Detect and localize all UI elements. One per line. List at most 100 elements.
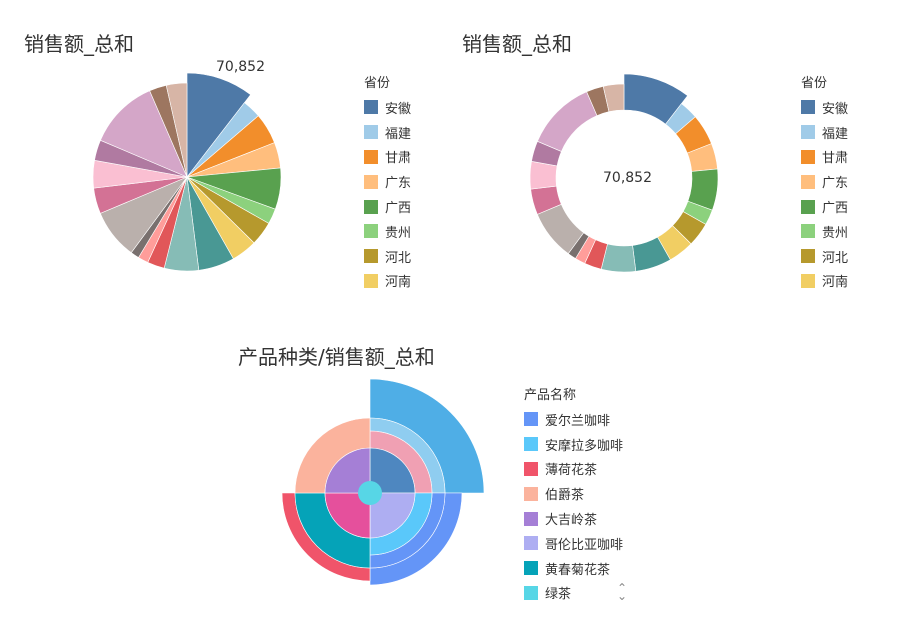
donut-center-label: 70,852 bbox=[603, 170, 652, 186]
pie-slice[interactable] bbox=[100, 90, 188, 178]
legend-swatch bbox=[364, 273, 378, 288]
pie-slice[interactable] bbox=[186, 72, 251, 178]
legend-label: 伯爵茶 bbox=[545, 488, 585, 504]
legend-item[interactable]: 广西 bbox=[801, 194, 848, 219]
legend-item[interactable]: 安徽 bbox=[801, 95, 848, 120]
legend-label: 爱尔兰咖啡 bbox=[545, 413, 611, 429]
sunburst-chart-title: 产品种类/销售额_总和 bbox=[238, 345, 435, 369]
sunburst-segment[interactable] bbox=[369, 492, 416, 539]
legend-swatch bbox=[801, 249, 815, 264]
legend-swatch bbox=[364, 174, 378, 189]
legend-item[interactable]: 甘肃 bbox=[364, 145, 411, 170]
pie-slice[interactable] bbox=[602, 83, 625, 113]
legend-title: 产品名称 bbox=[524, 388, 577, 403]
legend-swatch bbox=[801, 199, 815, 214]
legend-item[interactable]: 薄荷花茶 bbox=[524, 457, 623, 482]
legend-label: 河南 bbox=[822, 275, 849, 291]
legend-label: 安徽 bbox=[385, 101, 412, 117]
donut-chart-title: 销售额_总和 bbox=[462, 32, 572, 56]
legend-item[interactable]: 广东 bbox=[801, 169, 848, 194]
legend-swatch bbox=[364, 224, 378, 239]
legend-item[interactable]: 大吉岭茶 bbox=[524, 506, 623, 531]
legend-label: 薄荷花茶 bbox=[545, 463, 598, 479]
donut-chart[interactable] bbox=[529, 73, 719, 273]
legend-label: 安徽 bbox=[822, 101, 849, 117]
legend-swatch bbox=[524, 461, 538, 476]
chevron-down-icon[interactable]: ⌄ bbox=[841, 276, 850, 287]
legend-title: 省份 bbox=[801, 76, 828, 91]
legend-swatch bbox=[524, 511, 538, 526]
legend-swatch bbox=[524, 536, 538, 551]
sunburst-segment[interactable] bbox=[324, 492, 371, 539]
legend-item[interactable]: 贵州 bbox=[364, 219, 411, 244]
legend-label: 广东 bbox=[822, 176, 849, 192]
legend-swatch bbox=[364, 100, 378, 115]
legend-swatch bbox=[524, 412, 538, 427]
legend-item[interactable]: 河北 bbox=[364, 244, 411, 269]
province-legend: 省份 安徽福建甘肃广东广西贵州河北河南 bbox=[364, 72, 411, 293]
legend-item[interactable]: 甘肃 bbox=[801, 145, 848, 170]
legend-item[interactable]: 河北 bbox=[801, 244, 848, 269]
legend-label: 贵州 bbox=[822, 225, 849, 241]
pie-slice[interactable] bbox=[165, 82, 188, 178]
legend-label: 福建 bbox=[822, 126, 849, 142]
pie-chart[interactable] bbox=[92, 72, 282, 272]
legend-label: 河北 bbox=[385, 250, 412, 266]
legend-swatch bbox=[801, 125, 815, 140]
legend-swatch bbox=[801, 224, 815, 239]
legend-item[interactable]: 黄春菊花茶 bbox=[524, 556, 623, 581]
legend-label: 广西 bbox=[822, 201, 849, 217]
legend-swatch bbox=[524, 486, 538, 501]
legend-label: 贵州 bbox=[385, 225, 412, 241]
legend-item[interactable]: 安徽 bbox=[364, 95, 411, 120]
legend-label: 安摩拉多咖啡 bbox=[545, 438, 624, 454]
sunburst-center[interactable] bbox=[358, 481, 382, 505]
legend-swatch bbox=[801, 149, 815, 164]
legend-label: 绿茶 bbox=[545, 587, 572, 603]
sunburst-segment[interactable] bbox=[369, 447, 416, 494]
legend-label: 哥伦比亚咖啡 bbox=[545, 537, 624, 553]
chevron-down-icon[interactable]: ⌄ bbox=[402, 276, 411, 287]
legend-swatch bbox=[801, 174, 815, 189]
legend-label: 黄春菊花茶 bbox=[545, 562, 611, 578]
legend-item[interactable]: 爱尔兰咖啡 bbox=[524, 407, 623, 432]
legend-label: 福建 bbox=[385, 126, 412, 142]
legend-item[interactable]: 河南 bbox=[801, 269, 848, 294]
legend-label: 甘肃 bbox=[822, 151, 849, 167]
legend-swatch bbox=[524, 437, 538, 452]
legend-item[interactable]: 伯爵茶 bbox=[524, 481, 623, 506]
legend-swatch bbox=[801, 273, 815, 288]
legend-swatch bbox=[801, 100, 815, 115]
legend-item[interactable]: 福建 bbox=[801, 120, 848, 145]
legend-label: 河南 bbox=[385, 275, 412, 291]
legend-label: 广东 bbox=[385, 176, 412, 192]
legend-item[interactable]: 安摩拉多咖啡 bbox=[524, 432, 623, 457]
chevron-updown-icon[interactable]: ⌃ ⌄ bbox=[617, 581, 628, 603]
legend-label: 河北 bbox=[822, 250, 849, 266]
legend-label: 广西 bbox=[385, 201, 412, 217]
pie-slice[interactable] bbox=[537, 91, 598, 152]
legend-item[interactable]: 贵州 bbox=[801, 219, 848, 244]
legend-item[interactable]: 绿茶 bbox=[524, 581, 623, 606]
legend-swatch bbox=[524, 561, 538, 576]
legend-item[interactable]: 广东 bbox=[364, 169, 411, 194]
legend-item[interactable]: 河南 bbox=[364, 269, 411, 294]
legend-item[interactable]: 广西 bbox=[364, 194, 411, 219]
sunburst-chart[interactable] bbox=[281, 378, 485, 586]
legend-item[interactable]: 福建 bbox=[364, 120, 411, 145]
legend-swatch bbox=[524, 585, 538, 600]
legend-label: 甘肃 bbox=[385, 151, 412, 167]
legend-swatch bbox=[364, 199, 378, 214]
pie-highlight-label: 70,852 bbox=[216, 59, 265, 75]
sunburst-segment[interactable] bbox=[324, 447, 371, 494]
province-legend-2: 省份 安徽福建甘肃广东广西贵州河北河南 bbox=[801, 72, 848, 293]
pie-chart-title: 销售额_总和 bbox=[24, 32, 134, 56]
legend-swatch bbox=[364, 125, 378, 140]
legend-item[interactable]: 哥伦比亚咖啡 bbox=[524, 531, 623, 556]
legend-swatch bbox=[364, 149, 378, 164]
legend-swatch bbox=[364, 249, 378, 264]
pie-slice[interactable] bbox=[623, 73, 688, 125]
legend-label: 大吉岭茶 bbox=[545, 513, 598, 529]
legend-title: 省份 bbox=[364, 76, 391, 91]
